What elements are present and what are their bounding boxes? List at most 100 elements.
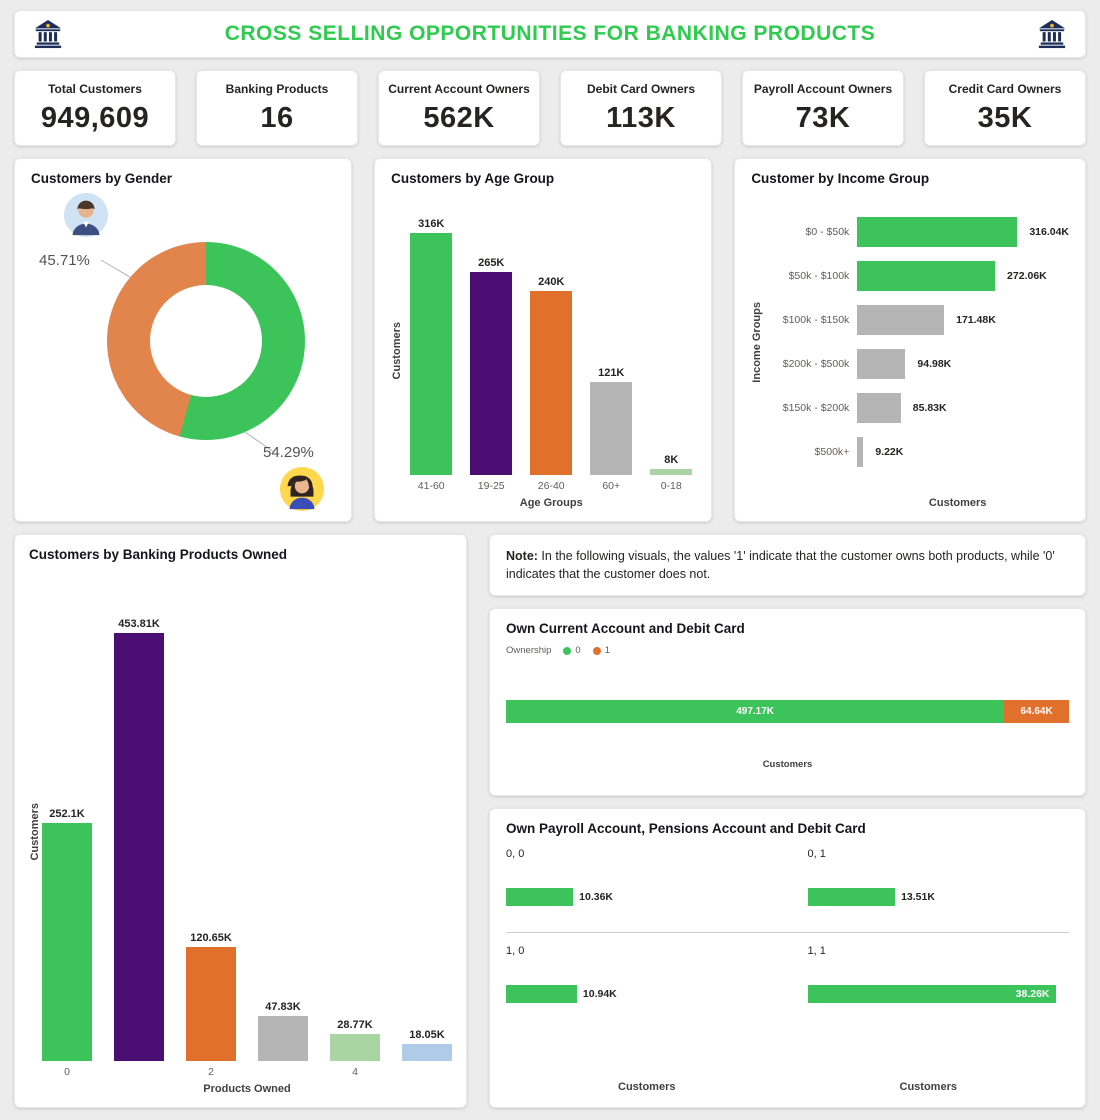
page-title: CROSS SELLING OPPORTUNITIES FOR BANKING … — [224, 22, 876, 45]
header-bar: CROSS SELLING OPPORTUNITIES FOR BANKING … — [14, 10, 1086, 58]
bank-icon — [34, 19, 62, 49]
chart-title: Customers by Age Group — [391, 171, 555, 186]
x-axis-titles: Customers Customers — [506, 1081, 1069, 1095]
kpi-card-payroll-account-owners[interactable]: Payroll Account Owners 73K — [742, 70, 904, 146]
bar-value-label: 85.83K — [912, 402, 947, 414]
bar-value-label: 265K — [478, 257, 505, 270]
bar-value-label: 94.98K — [917, 358, 952, 370]
bar-value-label: 121K — [598, 367, 625, 380]
x-tick-label: 0 — [64, 1066, 70, 1078]
kpi-value: 949,609 — [40, 102, 150, 134]
bar[interactable] — [857, 261, 996, 291]
kpi-card-banking-products[interactable]: Banking Products 16 — [196, 70, 358, 146]
legend-item-label: 0 — [575, 645, 581, 657]
bar-row: $150k - $200k 85.83K — [767, 386, 1069, 430]
bar-value-label: 120.65K — [190, 932, 232, 945]
bar-column: 121K 60+ — [590, 367, 633, 494]
bar[interactable] — [402, 1043, 452, 1061]
bar-row: $200k - $500k 94.98K — [767, 342, 1069, 386]
bar-value-label: 316K — [418, 218, 445, 230]
panel-header: 1, 1 — [807, 945, 826, 958]
charts-row: Customers by Gender 45.71% — [14, 158, 1087, 522]
kpi-card-current-account-owners[interactable]: Current Account Owners 562K — [378, 70, 540, 146]
gender-chart-body: 45.71% 54.29% — [31, 186, 335, 512]
bar-value-label: 240K — [538, 276, 565, 289]
bar-row: $50k - $100k 272.06K — [767, 254, 1069, 298]
bar-value-label: 38.26K — [1015, 988, 1050, 1001]
bar[interactable] — [410, 233, 453, 475]
ownership-legend: Ownership 0 1 — [506, 645, 1069, 656]
bar[interactable] — [258, 1015, 308, 1061]
bar[interactable] — [42, 823, 92, 1061]
legend-item-1[interactable]: 1 — [592, 645, 610, 656]
x-axis-title: Customers — [928, 497, 987, 509]
bar[interactable] — [857, 305, 945, 335]
kpi-card-debit-card-owners[interactable]: Debit Card Owners 113K — [560, 70, 722, 146]
bar-value-label: 453.81K — [118, 618, 160, 630]
slice-label-right: 54.29% — [263, 444, 314, 461]
chart-card-payroll-pensions-debit: Own Payroll Account, Pensions Account an… — [489, 808, 1086, 1108]
legend-swatch-icon — [563, 646, 572, 655]
bar[interactable] — [530, 291, 573, 475]
x-axis-title: Products Owned — [203, 1083, 291, 1095]
chart-card-products-owned: Customers by Banking Products Owned Cust… — [14, 534, 467, 1108]
bar[interactable] — [114, 633, 164, 1061]
bar[interactable] — [857, 217, 1018, 247]
bar[interactable] — [650, 468, 693, 475]
x-tick-label: 19-25 — [477, 480, 505, 492]
stacked-bar-segment[interactable]: 497.17K — [506, 700, 1005, 724]
legend-item-0[interactable]: 0 — [563, 645, 581, 657]
y-axis-title: Customers — [391, 321, 404, 380]
kpi-card-credit-card-owners[interactable]: Credit Card Owners 35K — [924, 70, 1086, 146]
bar-value-label: 47.83K — [265, 1000, 301, 1013]
bar-column: 316K 41-60 — [410, 218, 453, 494]
bar[interactable] — [807, 888, 896, 907]
bar-value-label: 64.64K — [1020, 706, 1053, 718]
bar-column: 18.05K — [402, 1029, 452, 1080]
kpi-label: Credit Card Owners — [948, 82, 1062, 96]
bar[interactable] — [506, 985, 577, 1004]
small-multiples-row-bottom: 1, 0 10.94K 1, 1 38.26K — [506, 933, 1069, 1029]
panel-row-divider — [506, 932, 1069, 934]
bar-wrap: 10.36K — [506, 888, 768, 907]
bar-column: 28.77K 4 — [330, 1019, 380, 1080]
products-chart: Customers 252.1K 0 453.81K 120.65K 2 47.83K 28… — [29, 568, 452, 1095]
bar[interactable] — [186, 947, 236, 1061]
y-tick-label: $100k - $150k — [782, 314, 850, 326]
bar[interactable]: 38.26K — [807, 985, 1056, 1004]
kpi-card-total-customers[interactable]: Total Customers 949,609 — [14, 70, 176, 146]
y-tick-label: $50k - $100k — [788, 270, 850, 282]
bar[interactable] — [857, 393, 901, 423]
x-axis-title: Customers — [762, 759, 813, 771]
bar-value-label: 497.17K — [736, 706, 775, 718]
note-text: In the following visuals, the values '1'… — [506, 549, 1055, 582]
y-axis-title: Customers — [29, 802, 41, 861]
plot-area: 316K 41-60 265K 19-25 240K 26-40 121K 60+ 8K 0-18… — [407, 192, 695, 509]
chart-title: Customers by Gender — [31, 171, 173, 186]
bar[interactable] — [590, 382, 633, 475]
kpi-label: Banking Products — [225, 82, 329, 96]
bar-column: 120.65K 2 — [186, 932, 236, 1080]
chart-title: Own Payroll Account, Pensions Account an… — [506, 821, 866, 837]
gender-donut-chart[interactable] — [107, 242, 305, 440]
bar[interactable] — [330, 1033, 380, 1061]
chart-title: Customers by Banking Products Owned — [29, 547, 288, 562]
chart-title: Customer by Income Group — [751, 171, 930, 186]
panel-0-1: 0, 1 13.51K — [807, 836, 1070, 932]
x-tick-label: 60+ — [602, 480, 621, 492]
panel-1-1: 1, 1 38.26K — [807, 933, 1070, 1029]
y-axis-title: Income Groups — [751, 301, 764, 383]
bar[interactable] — [857, 349, 906, 379]
chart-card-gender: Customers by Gender 45.71% — [14, 158, 353, 522]
bar-value-label: 18.05K — [409, 1028, 445, 1041]
x-tick-label: 4 — [352, 1066, 358, 1078]
bar[interactable] — [470, 272, 513, 475]
y-tick-label: $150k - $200k — [782, 402, 850, 414]
bar[interactable] — [506, 888, 574, 907]
x-tick-label: 2 — [208, 1066, 214, 1078]
bar[interactable] — [857, 437, 864, 467]
kpi-label: Debit Card Owners — [586, 82, 696, 96]
kpi-value: 16 — [260, 102, 294, 134]
stacked-bar-segment[interactable]: 64.64K — [1004, 700, 1069, 724]
